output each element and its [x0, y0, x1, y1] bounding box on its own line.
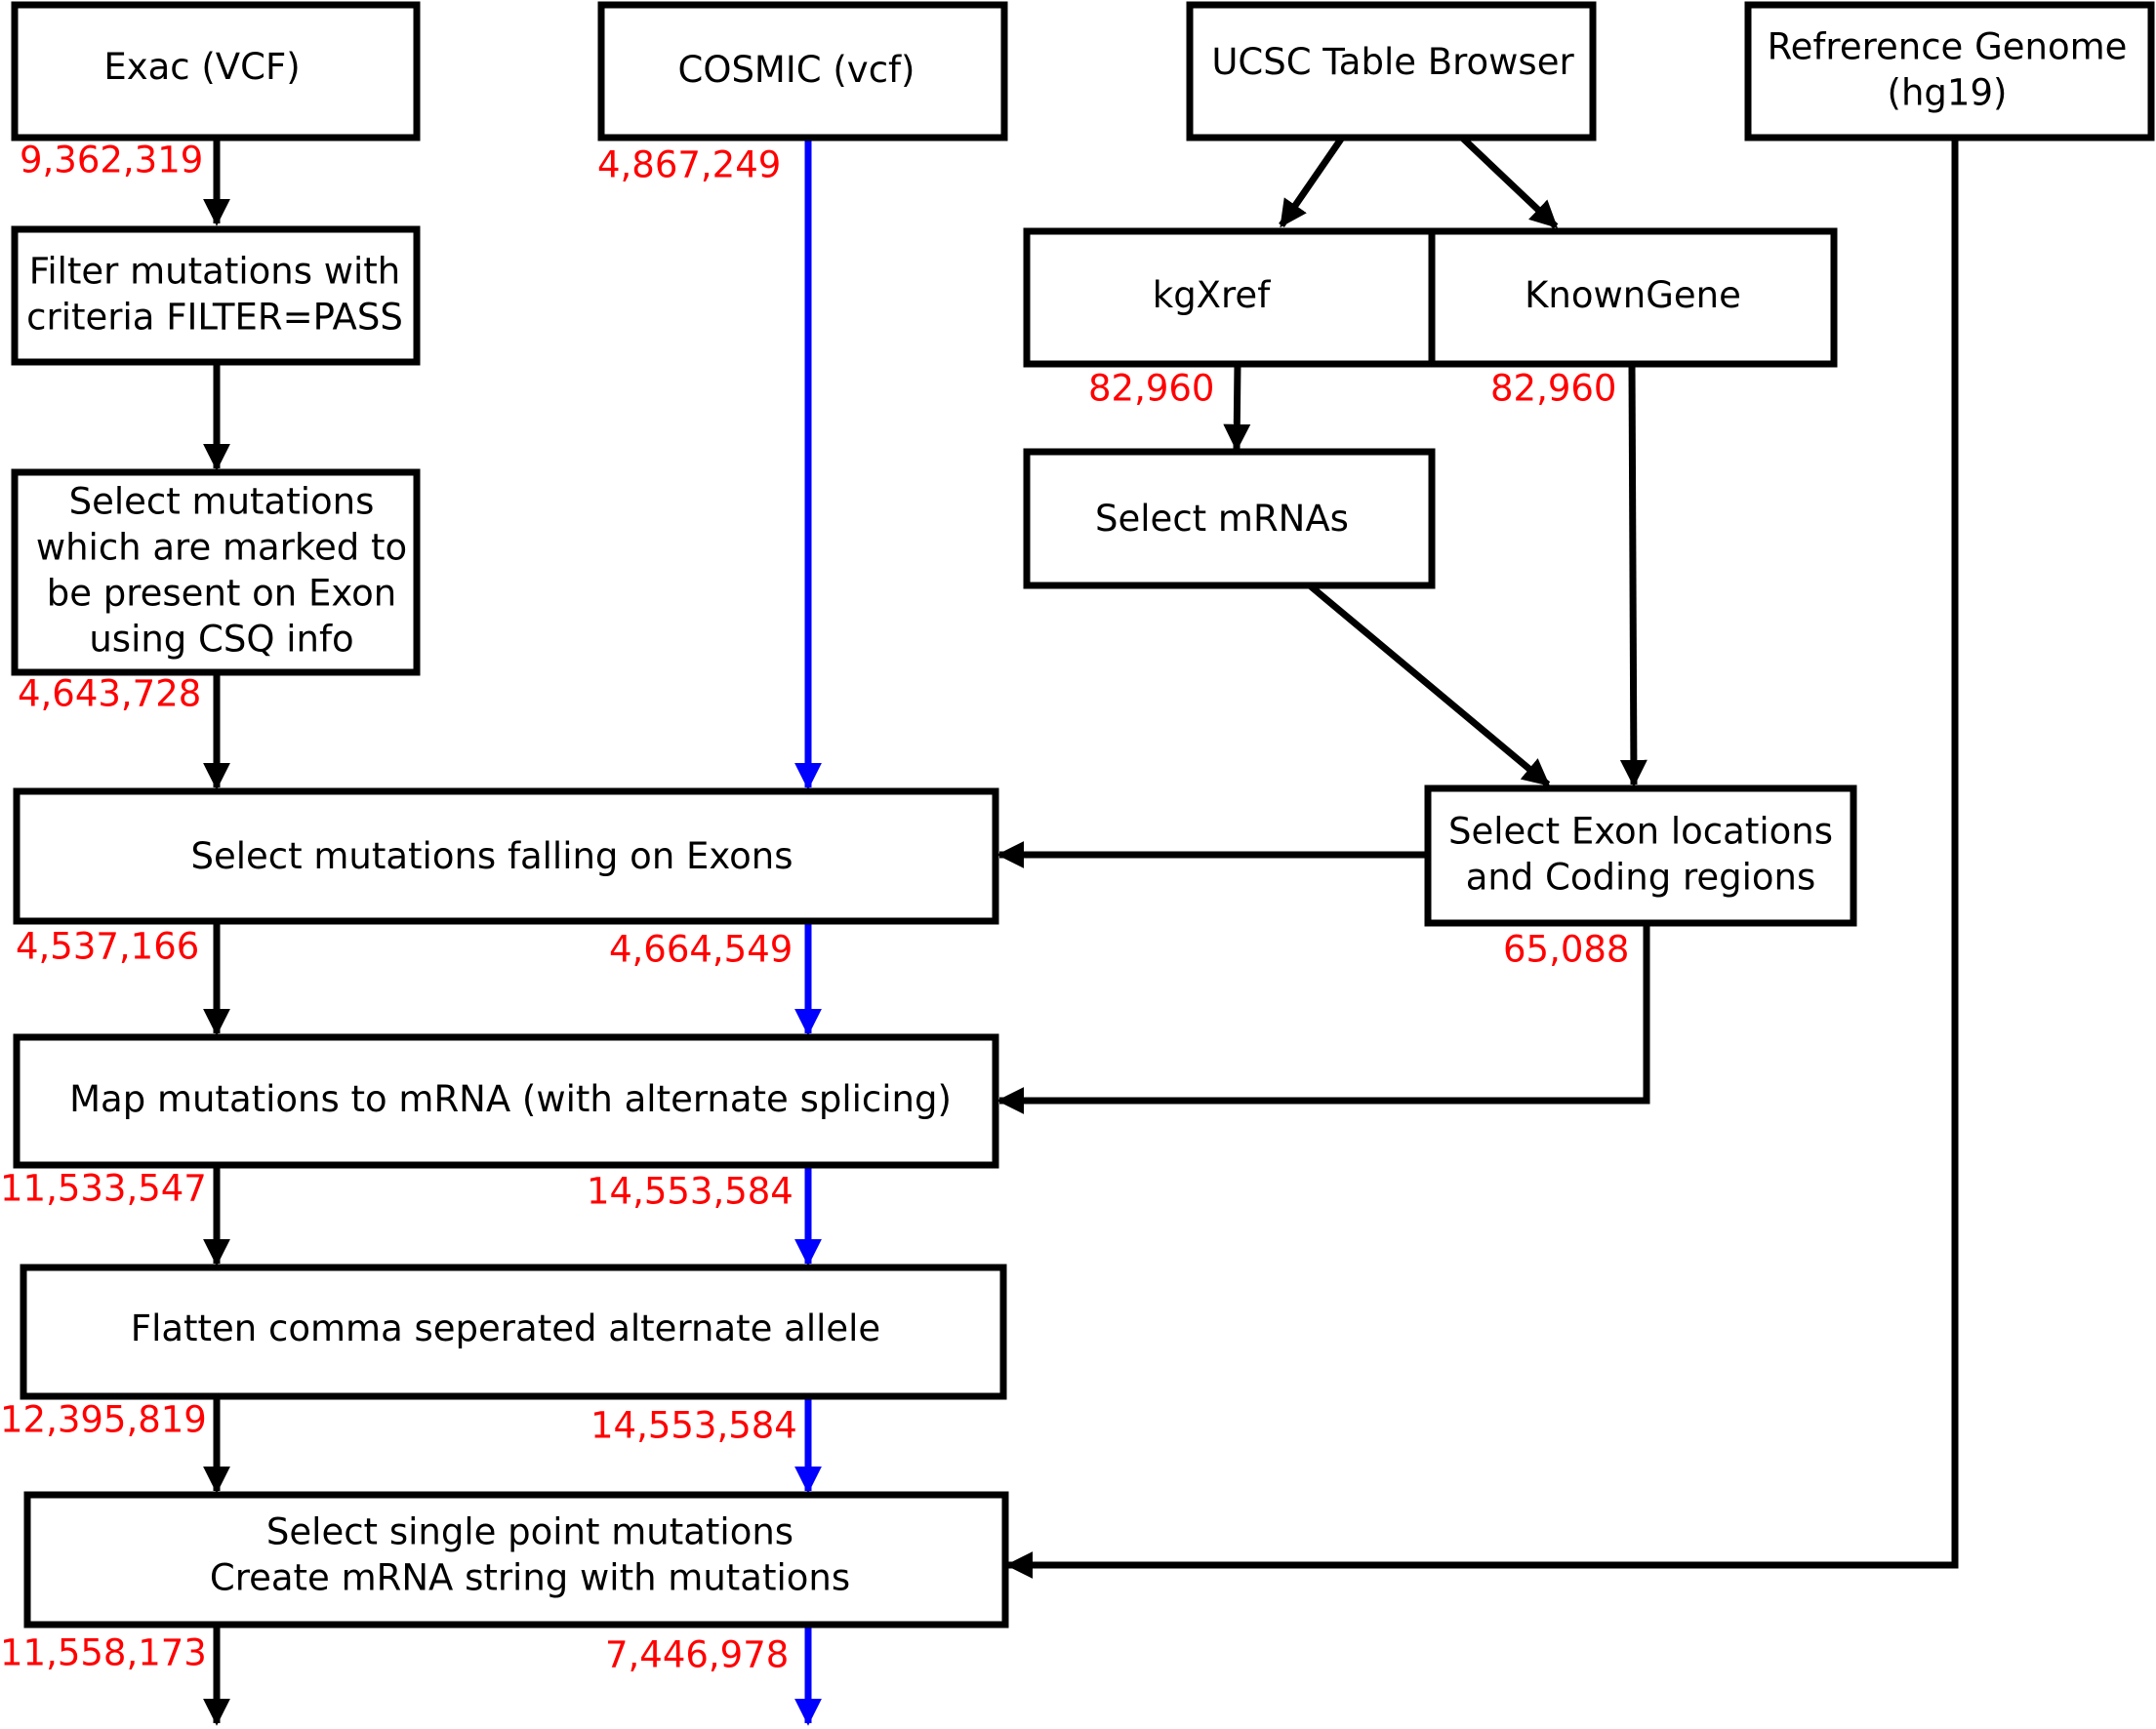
node-selectexonmarked-label: Select mutations which are marked to be pr…	[36, 480, 407, 660]
node-ucsc-label: UCSC Table Browser	[1211, 41, 1574, 83]
node-label-line: Filter mutations with	[29, 250, 400, 292]
nodes: Exac (VCF) COSMIC (vcf) UCSC Table Brows…	[11, 1, 2155, 1628]
node-mapmrna: Map mutations to mRNA (with alternate sp…	[13, 1033, 999, 1169]
node-label-line: using CSQ info	[89, 618, 353, 660]
node-filter: Filter mutations with criteria FILTER=PAS…	[11, 225, 421, 366]
node-selectsingle: Select single point mutations Create mRNA…	[23, 1491, 1009, 1628]
node-kgxref-label: kgXref	[1153, 274, 1271, 316]
node-selectexonloc: Select Exon locations and Coding regions	[1424, 784, 1857, 927]
node-selectexonloc-label: Select Exon locations and Coding regions	[1448, 810, 1833, 898]
node-label-line: which are marked to	[36, 526, 407, 568]
node-ucsc: UCSC Table Browser	[1186, 1, 1597, 141]
node-label-line: Map mutations to mRNA (with alternate sp…	[69, 1078, 952, 1120]
node-label-line: Create mRNA string with mutations	[210, 1556, 850, 1598]
count-flatten-cosmic-out: 14,553,584	[590, 1405, 797, 1447]
node-knowngene: KnownGene	[1428, 227, 1838, 368]
edge-refgenome-to-single	[1005, 138, 1959, 1579]
count-exonloc-out: 65,088	[1503, 929, 1629, 971]
count-falling-cosmic-out: 4,664,549	[609, 929, 793, 971]
node-refgenome-label: Refrerence Genome (hg19)	[1768, 25, 2128, 113]
node-cosmic-label: COSMIC (vcf)	[677, 49, 915, 91]
edge-knowngene-to-exonloc	[1619, 363, 1648, 787]
node-label-line: KnownGene	[1525, 274, 1741, 316]
count-cosmic-out: 4,867,249	[597, 144, 781, 186]
edge-kgxref-to-selectmrnas	[1223, 363, 1251, 452]
node-filter-label: Filter mutations with criteria FILTER=PAS…	[26, 250, 403, 338]
count-exonmarked-out: 4,643,728	[18, 673, 201, 715]
node-selectexonmarked: Select mutations which are marked to be pr…	[11, 468, 421, 676]
node-label-line: be present on Exon	[47, 572, 397, 614]
count-single-cosmic-out: 7,446,978	[605, 1634, 789, 1676]
edge-exonloc-to-map	[997, 923, 1650, 1114]
count-map-exac-out: 11,533,547	[0, 1168, 207, 1210]
counts: 9,362,319 4,867,249 82,960 82,960 4,643,…	[0, 140, 1629, 1676]
node-label-line: Select mutations	[69, 480, 375, 522]
count-map-cosmic-out: 14,553,584	[587, 1171, 793, 1213]
node-label-line: Flatten comma seperated alternate allele	[131, 1307, 880, 1349]
node-label-line: UCSC Table Browser	[1211, 41, 1574, 83]
node-exac: Exac (VCF)	[11, 1, 421, 141]
node-label-line: (hg19)	[1888, 71, 2008, 113]
node-label-line: Exac (VCF)	[103, 46, 300, 88]
node-label-line: Select Exon locations	[1448, 810, 1833, 852]
node-kgxref: kgXref	[1023, 227, 1436, 368]
node-mapmrna-label: Map mutations to mRNA (with alternate sp…	[69, 1078, 952, 1120]
node-label-line: kgXref	[1153, 274, 1271, 316]
node-label-line: Select single point mutations	[266, 1510, 793, 1552]
node-label-line: Select mRNAs	[1095, 498, 1349, 540]
node-selectfalling: Select mutations falling on Exons	[13, 787, 999, 925]
edge-selectmrnas-to-exonloc	[1308, 583, 1551, 787]
node-label-line: criteria FILTER=PASS	[26, 296, 403, 338]
node-selectmrnas-label: Select mRNAs	[1095, 498, 1349, 540]
node-selectsingle-label: Select single point mutations Create mRNA…	[210, 1510, 850, 1598]
count-knowngene-out: 82,960	[1490, 368, 1616, 410]
node-selectfalling-label: Select mutations falling on Exons	[190, 835, 793, 877]
node-exac-label: Exac (VCF)	[103, 46, 300, 88]
edge-ucsc-to-knowngene	[1459, 135, 1559, 229]
count-flatten-exac-out: 12,395,819	[0, 1399, 207, 1441]
node-flatten: Flatten comma seperated alternate allele	[20, 1264, 1007, 1400]
node-knowngene-label: KnownGene	[1525, 274, 1741, 316]
node-label-line: and Coding regions	[1466, 856, 1816, 898]
node-refgenome: Refrerence Genome (hg19)	[1744, 1, 2155, 141]
count-exac-out: 9,362,319	[20, 140, 203, 181]
edge-ucsc-to-kgxref	[1279, 136, 1345, 228]
node-label-line: COSMIC (vcf)	[677, 49, 915, 91]
count-falling-exac-out: 4,537,166	[16, 926, 199, 968]
node-label-line: Refrerence Genome	[1768, 25, 2128, 67]
edges	[203, 135, 1959, 1726]
node-cosmic: COSMIC (vcf)	[597, 1, 1008, 141]
node-label-line: Select mutations falling on Exons	[190, 835, 793, 877]
count-kgxref-out: 82,960	[1088, 368, 1214, 410]
count-single-exac-out: 11,558,173	[0, 1632, 207, 1674]
node-selectmrnas: Select mRNAs	[1023, 448, 1436, 589]
node-flatten-label: Flatten comma seperated alternate allele	[131, 1307, 880, 1349]
